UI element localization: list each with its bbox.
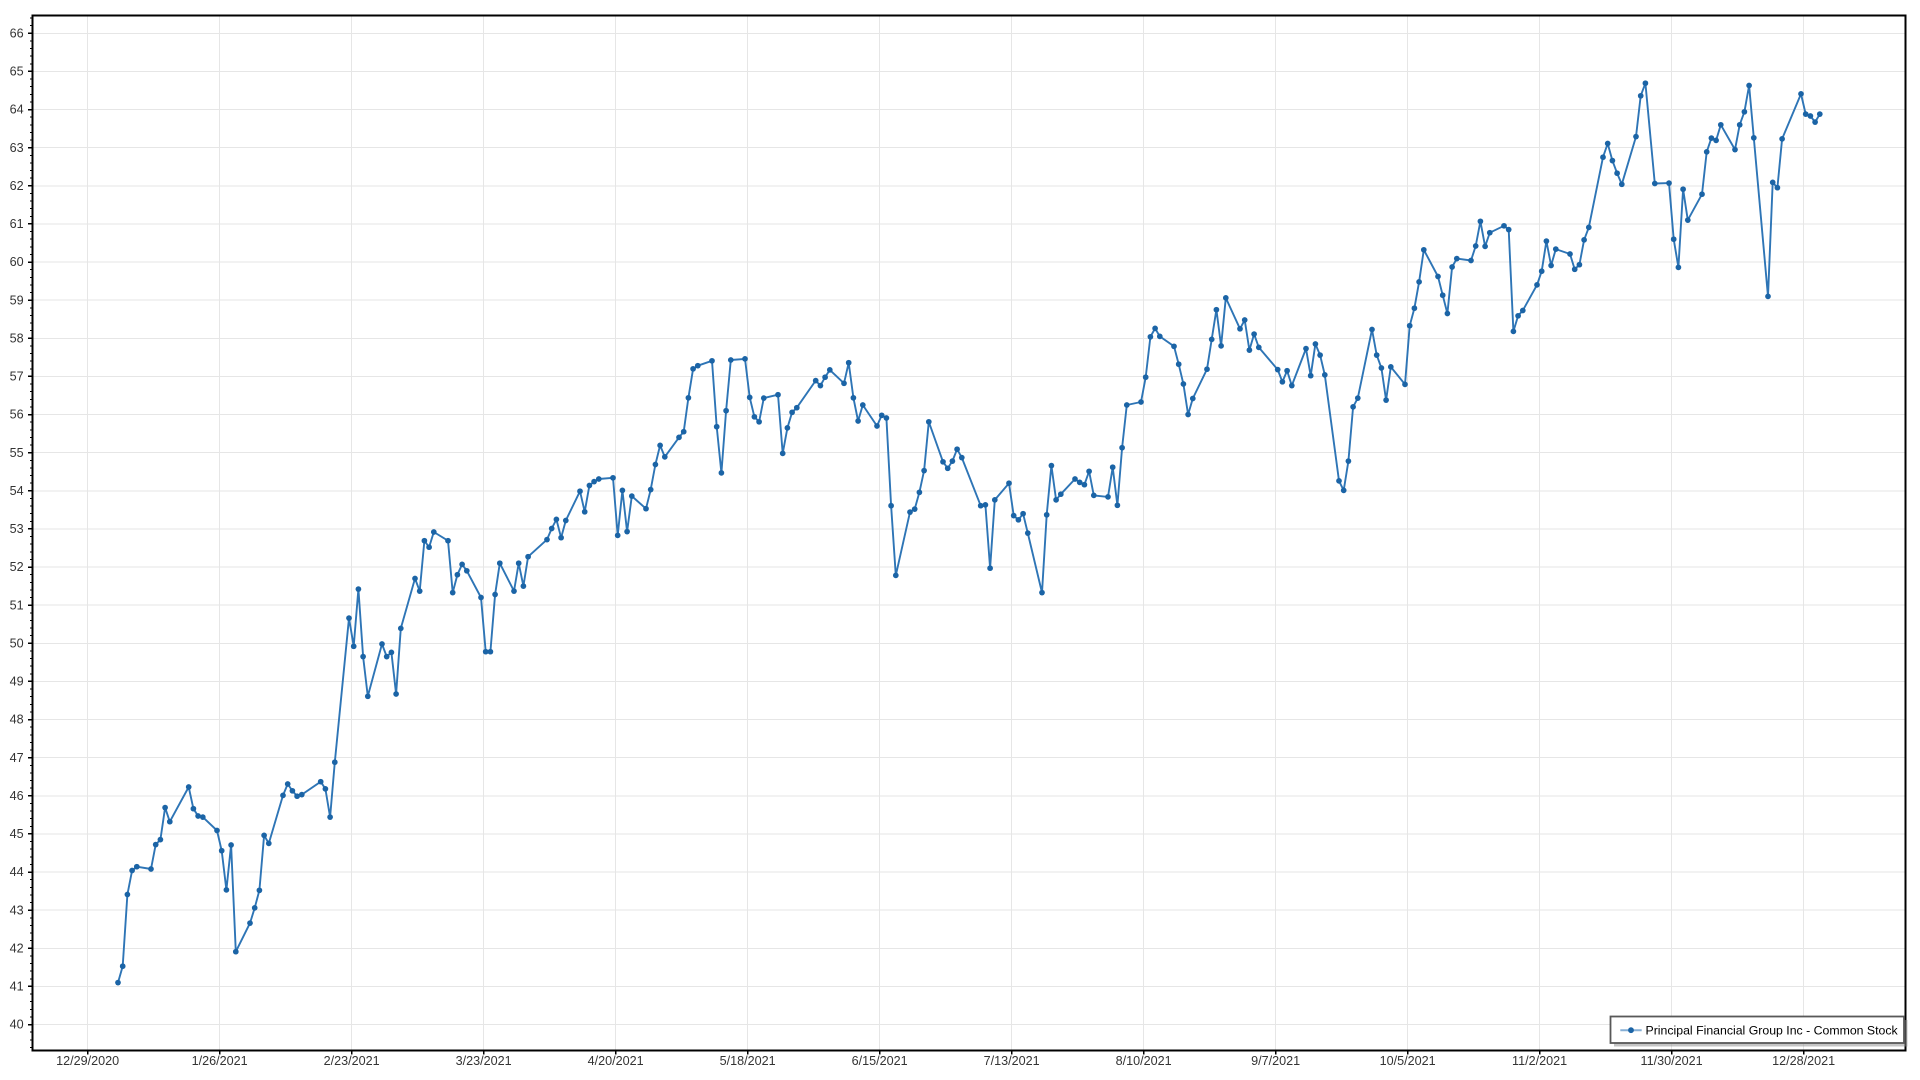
svg-text:51: 51 [10, 598, 24, 612]
svg-text:59: 59 [10, 293, 24, 307]
svg-text:10/5/2021: 10/5/2021 [1380, 1054, 1436, 1068]
svg-text:58: 58 [10, 332, 24, 346]
svg-text:60: 60 [10, 255, 24, 269]
svg-text:62: 62 [10, 179, 24, 193]
svg-text:65: 65 [10, 65, 24, 79]
svg-text:4/20/2021: 4/20/2021 [588, 1054, 644, 1068]
svg-text:11/2/2021: 11/2/2021 [1512, 1054, 1567, 1068]
svg-text:53: 53 [10, 522, 24, 536]
svg-text:66: 66 [10, 27, 24, 41]
svg-text:8/10/2021: 8/10/2021 [1116, 1054, 1172, 1068]
svg-text:46: 46 [10, 789, 24, 803]
svg-text:44: 44 [10, 865, 24, 879]
svg-text:2/23/2021: 2/23/2021 [324, 1054, 380, 1068]
svg-text:64: 64 [10, 103, 24, 117]
svg-text:1/26/2021: 1/26/2021 [192, 1054, 248, 1068]
svg-text:40: 40 [10, 1018, 24, 1032]
svg-text:54: 54 [10, 484, 24, 498]
svg-text:57: 57 [10, 370, 24, 384]
svg-text:52: 52 [10, 560, 24, 574]
svg-text:7/13/2021: 7/13/2021 [984, 1054, 1040, 1068]
svg-text:12/29/2020: 12/29/2020 [56, 1054, 119, 1068]
svg-text:47: 47 [10, 751, 24, 765]
svg-text:5/18/2021: 5/18/2021 [720, 1054, 776, 1068]
svg-text:6/15/2021: 6/15/2021 [852, 1054, 908, 1068]
svg-text:48: 48 [10, 713, 24, 727]
svg-text:42: 42 [10, 942, 24, 956]
svg-text:Principal Financial Group Inc: Principal Financial Group Inc - Common S… [1646, 1024, 1899, 1038]
svg-text:56: 56 [10, 408, 24, 422]
svg-text:49: 49 [10, 675, 24, 689]
svg-text:45: 45 [10, 827, 24, 841]
svg-text:63: 63 [10, 141, 24, 155]
svg-text:41: 41 [10, 980, 24, 994]
svg-text:12/28/2021: 12/28/2021 [1772, 1054, 1835, 1068]
svg-text:9/7/2021: 9/7/2021 [1251, 1054, 1300, 1068]
svg-text:11/30/2021: 11/30/2021 [1641, 1054, 1703, 1068]
svg-text:3/23/2021: 3/23/2021 [456, 1054, 512, 1068]
svg-text:61: 61 [10, 217, 24, 231]
svg-text:55: 55 [10, 446, 24, 460]
svg-text:50: 50 [10, 637, 24, 651]
svg-text:43: 43 [10, 903, 24, 917]
